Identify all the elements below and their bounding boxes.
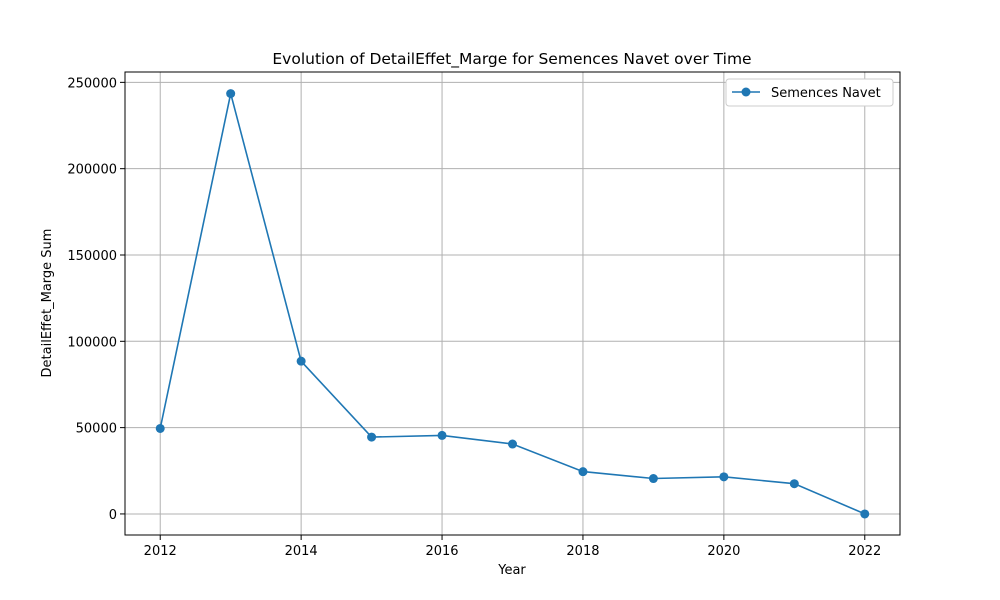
- data-point: [296, 356, 306, 366]
- x-axis-label: Year: [497, 563, 526, 578]
- data-point: [578, 467, 588, 477]
- legend-box: [725, 78, 894, 107]
- y-tick-label: 50000: [76, 422, 117, 437]
- x-tick-label: 2012: [144, 544, 177, 559]
- data-point: [860, 509, 870, 519]
- data-point: [437, 430, 447, 440]
- data-point: [226, 89, 236, 99]
- data-point: [367, 432, 377, 442]
- legend: Semences Navet: [725, 78, 894, 107]
- y-tick-label: 250000: [67, 76, 117, 91]
- y-axis-label: DetailEffet_Marge Sum: [40, 229, 55, 378]
- data-point: [789, 479, 799, 489]
- y-tick-label: 100000: [67, 335, 117, 350]
- chart-title: Evolution of DetailEffet_Marge for Semen…: [272, 50, 751, 69]
- plot-frame: [124, 71, 901, 536]
- data-point: [508, 439, 517, 449]
- data-point: [155, 423, 165, 433]
- y-tick-label: 200000: [67, 163, 117, 178]
- x-tick-label: 2016: [425, 544, 458, 559]
- grid: [125, 72, 900, 535]
- data-point: [719, 472, 729, 482]
- legend-label: Semences Navet: [771, 86, 881, 101]
- x-tick-label: 2018: [566, 544, 599, 559]
- x-tick-label: 2022: [848, 544, 881, 559]
- series-semences-navet: [155, 89, 870, 519]
- y-tick-label: 150000: [67, 249, 117, 264]
- legend-point-marker: [741, 87, 751, 97]
- x-tick-label: 2014: [285, 544, 318, 559]
- data-point: [648, 474, 658, 484]
- x-tick-label: 2020: [707, 544, 740, 559]
- y-tick-label: 0: [109, 508, 117, 523]
- axis-ticks: 2012 2014 2016 2018 2020 2022 0 50000 100000 1500…: [67, 76, 881, 559]
- series-line: [159, 93, 866, 515]
